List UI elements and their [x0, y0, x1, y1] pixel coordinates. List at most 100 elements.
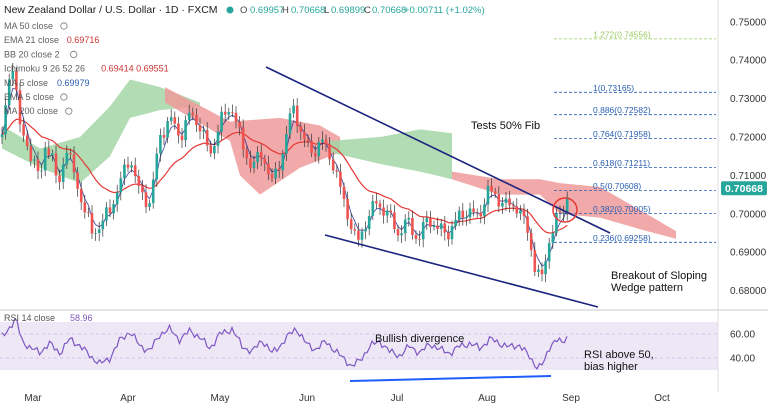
candle-body [403, 219, 407, 234]
candle-body [299, 126, 303, 133]
rsi-tick-label: 60.00 [730, 330, 755, 341]
candle-body [274, 168, 277, 179]
candle-body [33, 159, 36, 161]
fib-label: 0.236(0.69258) [593, 233, 651, 243]
candle-body [213, 145, 216, 154]
candle-body [90, 213, 94, 234]
candle-body [187, 112, 191, 121]
candle-body [61, 164, 65, 183]
breakout-note-line1: Breakout of Sloping [611, 270, 707, 282]
candle-body [457, 210, 461, 220]
candle-body [76, 172, 79, 189]
candle-body [526, 216, 529, 233]
candle-body [40, 170, 43, 172]
candle-body [123, 164, 126, 179]
ohlc-o: 0.69957 [250, 5, 284, 16]
price-axis[interactable]: 0.75000 0.74000 0.73000 0.72000 0.71000 0.700… [730, 17, 767, 297]
rsi-note-line2: bias higher [584, 361, 638, 373]
candle-body [547, 243, 551, 262]
candle-body [461, 210, 465, 218]
candle-body [479, 212, 483, 217]
candle-body [4, 105, 7, 135]
candle-body [439, 223, 443, 229]
candle-body [43, 148, 47, 171]
candle-body [389, 210, 393, 213]
candle-body [231, 112, 234, 113]
cloud-segment [2, 79, 200, 184]
candle-body [475, 212, 479, 213]
candle-body [58, 175, 61, 183]
candle-body [94, 233, 97, 234]
candle-body [288, 113, 292, 134]
divergence-note: Bullish divergence [375, 333, 464, 345]
legend-value: 0.69414 0.69551 [101, 64, 169, 74]
candle-body [371, 201, 375, 216]
candle-body [220, 111, 223, 132]
time-axis[interactable]: Mar Apr May Jun Jul Aug Sep Oct [24, 393, 670, 404]
candle-body [519, 210, 522, 214]
rsi-line [1, 318, 568, 370]
candle-body [173, 117, 177, 124]
candle-body [65, 152, 69, 165]
candle-body [223, 111, 227, 115]
market-status-icon [226, 6, 234, 14]
ichimoku-cloud [2, 79, 676, 239]
indicator-legend: MA 50 close EMA 21 close 0.69716 BB 20 clos… [4, 21, 169, 116]
candle-body [378, 203, 382, 208]
candle-body [310, 140, 313, 153]
candle-body [130, 165, 133, 168]
candle-body [277, 168, 281, 171]
candle-body [515, 206, 519, 214]
candle-body [18, 90, 22, 125]
fib-label: 0.382(0.70005) [593, 204, 651, 214]
candle-body [454, 219, 457, 226]
rsi-axis: 60.00 40.00 [0, 330, 755, 365]
candle-body [303, 132, 306, 140]
legend-label: MA 50 close [4, 21, 53, 31]
candle-body [259, 152, 263, 159]
candle-body [533, 250, 537, 272]
legend-label: MA 5 close [4, 78, 48, 88]
candle-body [155, 153, 159, 180]
candle-body [342, 186, 346, 200]
candle-body [565, 196, 569, 213]
candle-body [245, 149, 249, 159]
candle-body [483, 204, 486, 217]
candle-body [429, 218, 432, 227]
candle-body [108, 207, 112, 214]
candle-body [317, 141, 321, 157]
candle-body [144, 192, 148, 207]
candle-body [191, 112, 195, 116]
last-price-label: 0.70668 [725, 183, 763, 195]
candle-body [425, 218, 429, 223]
candle-body [508, 198, 511, 206]
candle-body [11, 71, 15, 80]
candle-body [465, 217, 468, 218]
fib-label: 1.272(0.74556) [593, 29, 651, 39]
candle-body [418, 238, 421, 240]
legend-label: MA 200 close [4, 106, 58, 116]
candle-body [249, 158, 252, 169]
candle-body [205, 130, 209, 146]
candle-body [227, 112, 231, 115]
legend-value: 0.69716 [67, 35, 100, 45]
candle-body [169, 117, 173, 122]
candle-body [281, 153, 285, 171]
candle-body [346, 199, 349, 220]
candle-body [400, 233, 403, 236]
time-tick-label: Aug [478, 393, 496, 404]
candle-body [202, 130, 205, 132]
time-tick-label: Apr [120, 393, 136, 404]
fib-levels: 1.272(0.74556) 1(0.73165) 0.886(0.72582) 0.… [554, 29, 716, 243]
cloud-segment [165, 87, 340, 195]
candle-body [180, 135, 184, 141]
candle-body [385, 210, 389, 216]
rsi-label: RSI 14 close [4, 313, 55, 323]
candle-body [529, 232, 533, 251]
symbol-title[interactable]: New Zealand Dollar / U.S. Dollar · 1D · … [4, 4, 218, 16]
candle-body [497, 194, 501, 207]
candle-body [562, 212, 565, 214]
candle-body [349, 219, 353, 230]
time-tick-label: Sep [562, 393, 580, 404]
